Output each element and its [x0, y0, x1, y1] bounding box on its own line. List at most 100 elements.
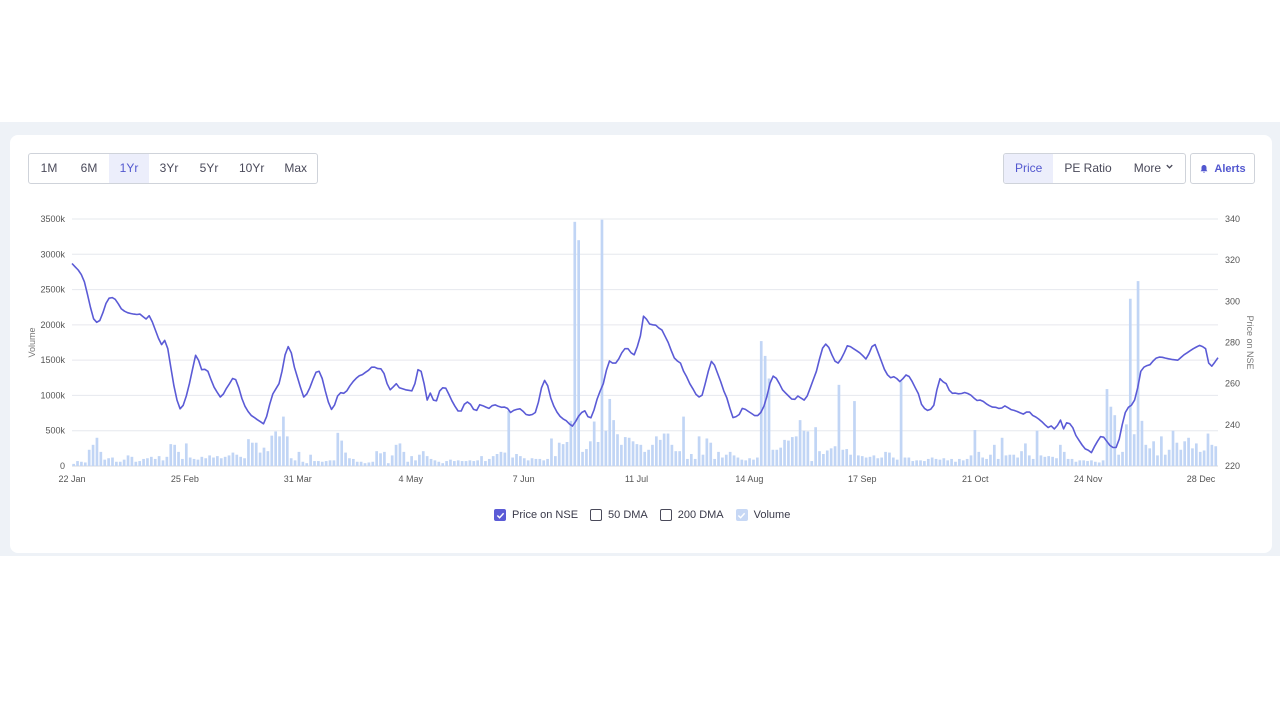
range-max-button[interactable]: Max: [284, 161, 308, 175]
dma200-checkbox[interactable]: [659, 509, 672, 521]
y-right-axis-title: Price on NSE: [1245, 315, 1255, 369]
volume-bar: [891, 457, 895, 466]
volume-bar: [674, 451, 678, 466]
volume-bar: [441, 463, 445, 466]
price-line: [71, 262, 1219, 454]
volume-bar: [697, 436, 701, 466]
volume-checkbox[interactable]: [735, 509, 748, 521]
volume-bar: [1020, 451, 1023, 466]
y-left-tick-label: 1000k: [40, 390, 65, 400]
volume-bar: [165, 456, 169, 466]
volume-bar: [926, 458, 930, 466]
volume-bar: [122, 459, 126, 466]
more-dropdown[interactable]: More: [1123, 154, 1185, 183]
volume-bar: [1082, 460, 1086, 466]
volume-bar: [1163, 454, 1167, 466]
dma50-checkbox[interactable]: [590, 509, 603, 521]
volume-bar: [1160, 436, 1163, 466]
volume-bar: [1031, 458, 1035, 466]
x-tick-label: 31 Mar: [284, 474, 312, 484]
legend-200dma-toggle[interactable]: 200 DMA: [659, 509, 724, 521]
volume-bar: [231, 452, 235, 466]
volume-bar: [146, 458, 149, 466]
volume-bar: [814, 427, 817, 466]
price-checkbox[interactable]: [494, 509, 506, 521]
volume-bar: [149, 456, 153, 466]
volume-bar: [981, 457, 985, 466]
y-left-tick-label: 2000k: [40, 320, 65, 330]
volume-bar: [499, 451, 503, 466]
volume-bar: [666, 433, 670, 466]
volume-bar: [736, 457, 740, 466]
volume-bar: [915, 460, 918, 466]
range-10yr-button[interactable]: 10Yr: [239, 161, 265, 175]
volume-bar: [853, 401, 856, 466]
x-tick-label: 28 Dec: [1187, 474, 1216, 484]
range-1yr-button[interactable]: 1Yr: [109, 154, 149, 183]
volume-bar: [806, 431, 810, 466]
volume-bar: [1202, 450, 1206, 466]
legend-price-toggle[interactable]: Price on NSE: [494, 509, 578, 521]
legend-50dma-toggle[interactable]: 50 DMA: [590, 509, 648, 521]
volume-bar: [857, 455, 860, 466]
volume-bar: [111, 457, 114, 466]
volume-bar: [884, 451, 887, 466]
range-1m-button[interactable]: 1M: [40, 161, 58, 175]
volume-bar: [1090, 460, 1093, 466]
y-left-axis-title: Volume: [27, 327, 37, 357]
range-5yr-button[interactable]: 5Yr: [199, 161, 219, 175]
volume-bar: [91, 444, 95, 466]
volume-bar: [192, 458, 196, 466]
volume-bar: [258, 452, 262, 466]
bell-icon: [1200, 164, 1208, 173]
volume-bar: [491, 456, 495, 466]
pe-ratio-tab[interactable]: PE Ratio: [1053, 154, 1122, 183]
volume-bar: [837, 384, 841, 466]
volume-bar: [223, 456, 227, 466]
volume-bar: [324, 461, 328, 466]
volume-bar: [569, 420, 573, 466]
alerts-label: Alerts: [1214, 162, 1246, 175]
volume-bar: [612, 420, 615, 466]
volume-bar: [992, 444, 996, 466]
volume-bar: [414, 460, 417, 466]
volume-bar: [620, 444, 623, 466]
volume-bar: [950, 458, 953, 466]
legend-volume-toggle[interactable]: Volume: [735, 509, 790, 521]
volume-bar: [724, 454, 728, 466]
volume-bar: [1070, 458, 1074, 466]
volume-bar: [585, 449, 588, 466]
volume-bar: [375, 451, 378, 466]
axis-labels: 0 500k 1000k 1500k 2000k 2500k 3000k 3500k 220 24…: [27, 214, 1255, 484]
volume-bar: [534, 458, 538, 466]
volume-bar: [678, 451, 682, 466]
volume-bar: [829, 448, 833, 466]
volume-bar: [651, 444, 654, 466]
volume-bar: [410, 456, 413, 466]
volume-bar: [507, 410, 511, 466]
volume-bar: [989, 454, 992, 466]
volume-bar: [1074, 461, 1078, 466]
range-6m-button[interactable]: 6M: [80, 161, 98, 175]
volume-bar: [895, 459, 899, 466]
volume-bar: [332, 460, 336, 466]
volume-bar: [250, 442, 254, 466]
chart-legend: Price on NSE 50 DMA 200 DMA Volume: [494, 507, 790, 523]
volume-bar: [484, 461, 487, 466]
volume-bar: [235, 454, 239, 466]
volume-bar: [701, 454, 705, 466]
volume-bar: [631, 441, 635, 466]
volume-bar: [655, 436, 658, 466]
volume-bar: [118, 461, 122, 466]
volume-bar: [849, 454, 852, 466]
volume-bar: [293, 460, 297, 466]
price-tab[interactable]: Price: [1004, 154, 1054, 183]
volume-bar: [557, 442, 561, 466]
alerts-button[interactable]: Alerts: [1190, 153, 1255, 184]
volume-bar: [1066, 458, 1070, 466]
volume-bar: [1105, 389, 1109, 466]
range-3yr-button[interactable]: 3Yr: [159, 161, 179, 175]
volume-bar: [790, 437, 794, 466]
volume-bar: [142, 458, 145, 466]
legend-200dma-label: 200 DMA: [677, 509, 724, 521]
